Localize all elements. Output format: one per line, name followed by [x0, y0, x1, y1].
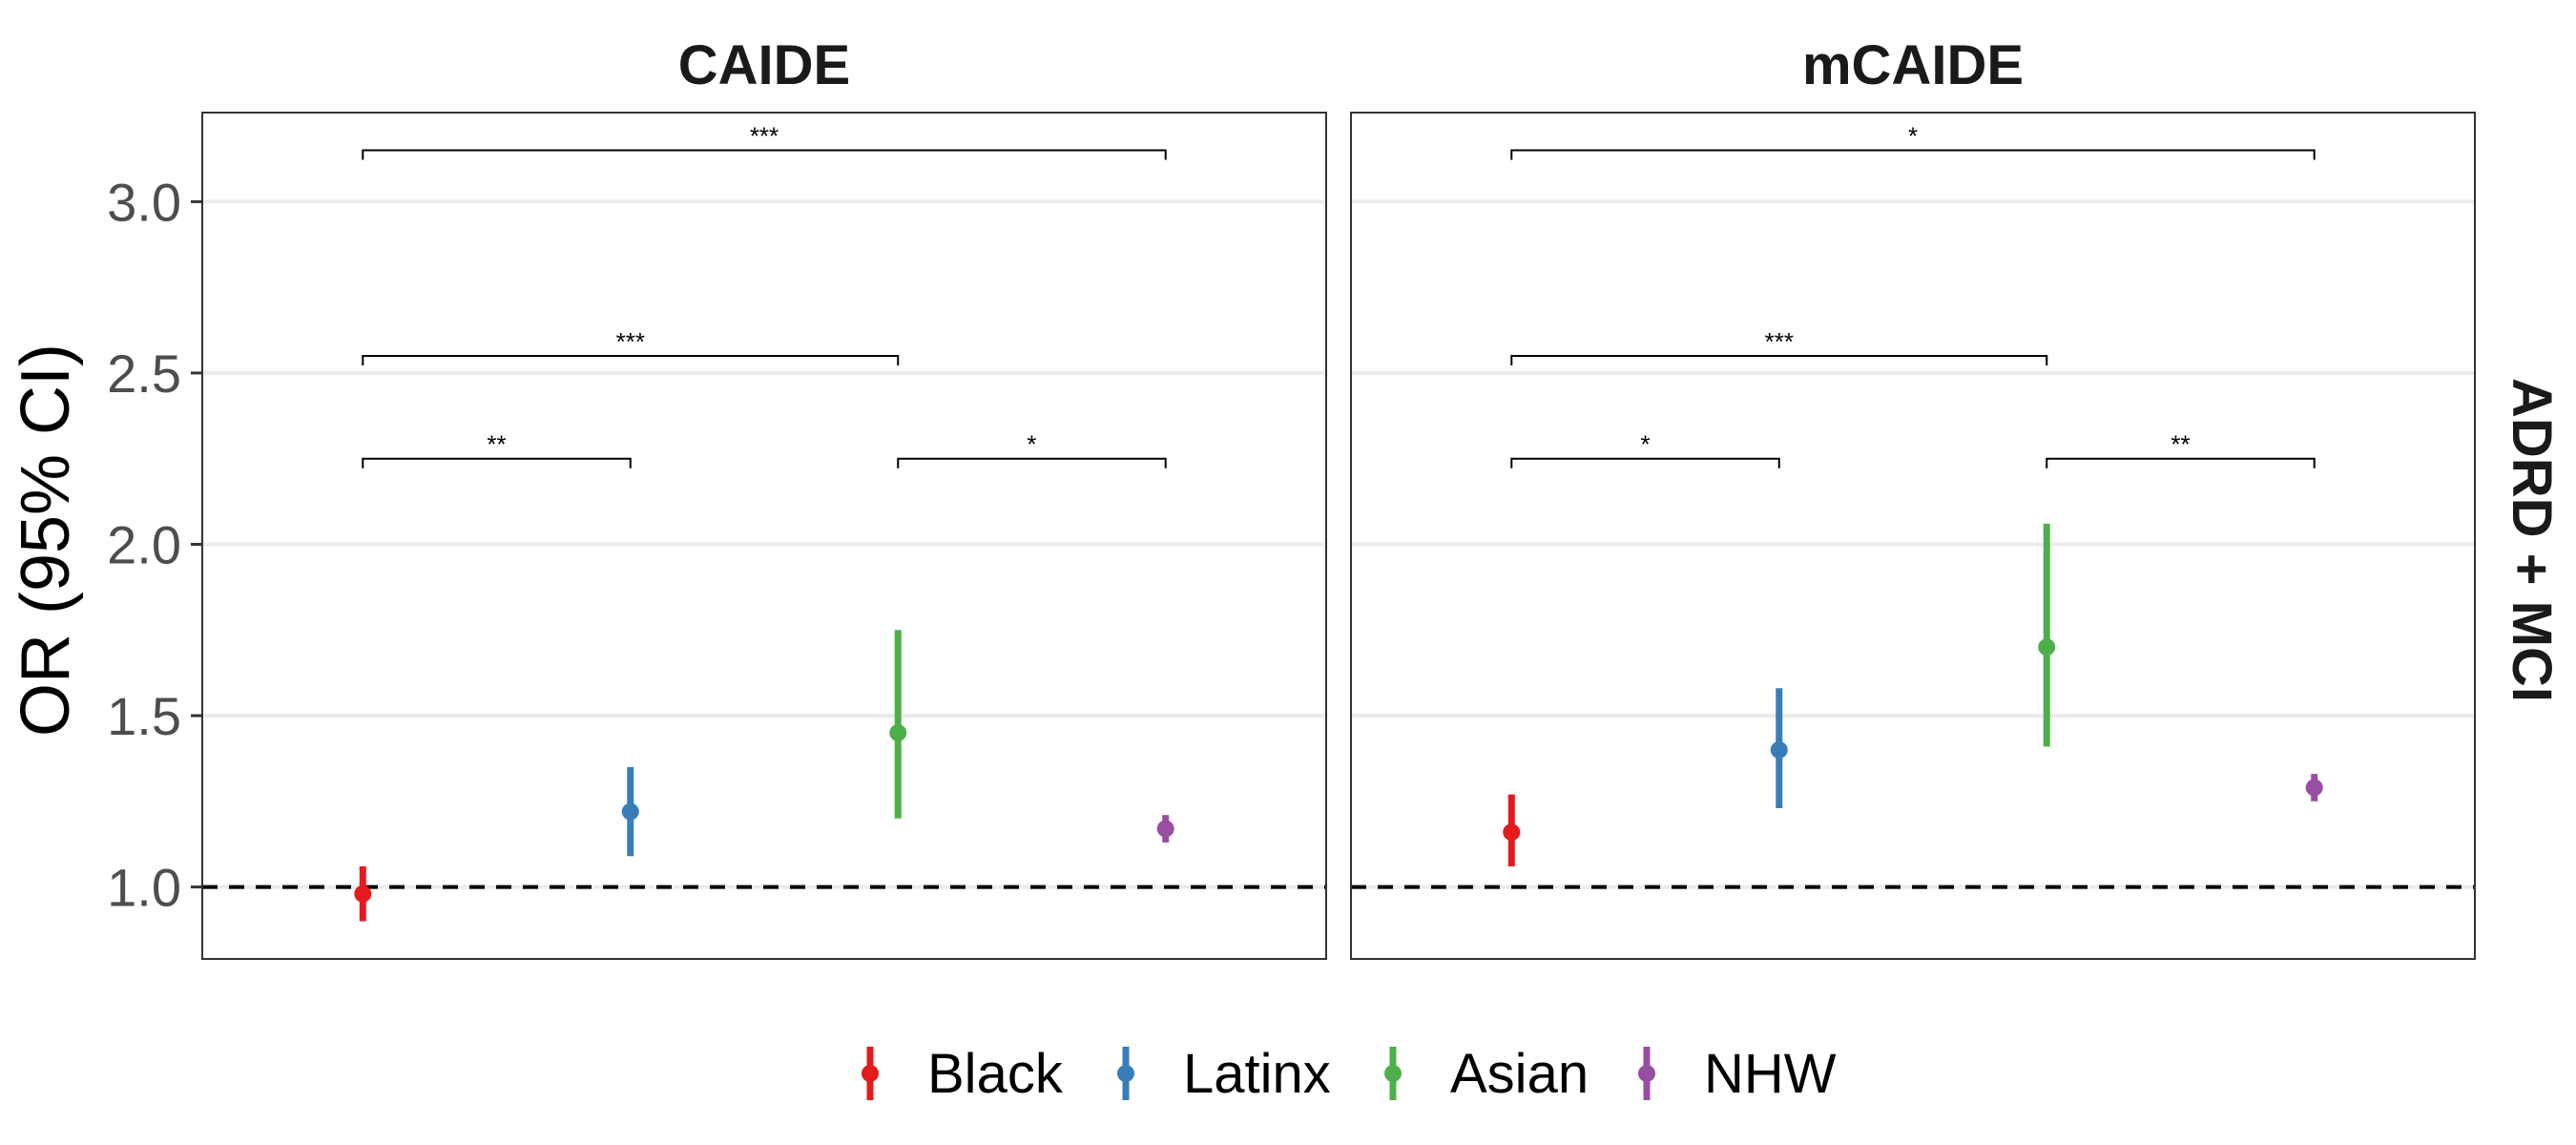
legend-key-point [862, 1065, 879, 1082]
or-point [1156, 820, 1174, 838]
significance-bracket: ** [362, 430, 632, 468]
point-range-nhw [2305, 774, 2323, 802]
panel-title: CAIDE [678, 34, 850, 96]
legend-label: Asian [1450, 1043, 1589, 1105]
point-range-latinx [1770, 688, 1788, 808]
point-range-black [354, 866, 372, 922]
significance-label: *** [750, 122, 779, 151]
facet-strip-label: ADRD + MCI [2501, 378, 2563, 702]
point-range-asian [2038, 523, 2056, 747]
y-tick-label: 1.0 [107, 858, 181, 918]
panel-border [201, 112, 1327, 960]
bracket-line [362, 354, 900, 365]
y-tick-label: 2.5 [107, 344, 181, 404]
significance-label: * [1908, 122, 1918, 151]
significance-bracket: *** [1510, 327, 2048, 365]
or-point [1770, 740, 1788, 759]
panel-mcaide: ***** **mCAIDE [1350, 34, 2476, 960]
significance-label: ** [487, 430, 506, 459]
or-point [889, 723, 907, 741]
legend-item-nhw: NHW [1638, 1043, 1837, 1105]
point-range-latinx [621, 766, 639, 857]
significance-label: *** [616, 327, 645, 356]
or-point [2038, 638, 2056, 656]
or-point [1503, 823, 1521, 842]
or-point [2305, 779, 2323, 797]
legend-label: NHW [1704, 1043, 1837, 1105]
bracket-line [362, 457, 632, 468]
panel-border [1350, 112, 2476, 960]
significance-bracket: ** [2046, 430, 2316, 468]
y-tick-label: 1.5 [107, 686, 181, 746]
y-tick-label: 2.0 [107, 514, 181, 574]
bracket-line [362, 149, 1167, 160]
bracket-line [1510, 149, 2316, 160]
legend-key-point [1117, 1065, 1134, 1082]
legend-label: Black [927, 1043, 1064, 1105]
y-axis-title: OR (95% CI) [8, 344, 84, 737]
bracket-line [1510, 457, 1780, 468]
legend-label: Latinx [1183, 1043, 1331, 1105]
or-point [621, 802, 639, 821]
significance-bracket: *** [362, 122, 1167, 160]
point-range-nhw [1156, 815, 1174, 843]
legend-key-point [1384, 1065, 1402, 1082]
legend-item-asian: Asian [1384, 1043, 1589, 1105]
y-tick-label: 3.0 [107, 172, 181, 232]
panel-title: mCAIDE [1802, 34, 2024, 96]
significance-bracket: * [897, 430, 1167, 468]
significance-label: ** [2171, 430, 2190, 459]
legend: Black Latinx Asian NHW [862, 1043, 1837, 1105]
legend-item-black: Black [862, 1043, 1064, 1105]
bracket-line [897, 457, 1167, 468]
point-range-asian [889, 630, 907, 819]
significance-label: * [1640, 430, 1650, 459]
legend-item-latinx: Latinx [1117, 1043, 1331, 1105]
significance-bracket: * [1510, 430, 1780, 468]
y-axis: 1.0 1.5 2.0 2.5 3.0 [107, 172, 202, 918]
significance-label: * [1027, 430, 1036, 459]
or-point [354, 885, 372, 903]
legend-key-point [1638, 1065, 1655, 1082]
bracket-line [1510, 354, 2048, 365]
significance-bracket: * [1510, 122, 2316, 160]
point-range-black [1503, 794, 1521, 867]
significance-label: *** [1765, 327, 1794, 356]
panel-caide: ******** *CAIDE [201, 34, 1327, 960]
significance-bracket: *** [362, 327, 900, 365]
bracket-line [2046, 457, 2316, 468]
facet-panels: ******** *CAIDE***** **mCAIDE [201, 34, 2476, 960]
